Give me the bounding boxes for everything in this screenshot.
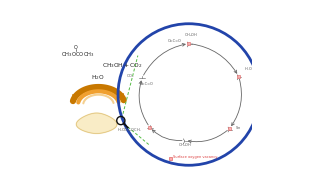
Text: O: O <box>74 45 78 50</box>
Bar <box>237 75 240 78</box>
Text: $\rm H_2O$: $\rm H_2O$ <box>91 73 104 82</box>
Text: $\rm CH_3OCOCH_3$: $\rm CH_3OCOCH_3$ <box>61 50 95 59</box>
Text: $\rm CO_2$: $\rm CO_2$ <box>126 73 135 80</box>
Bar <box>228 127 231 130</box>
Text: $\rm CH_3OH$: $\rm CH_3OH$ <box>178 141 192 149</box>
Text: Surface oxygen vacancy: Surface oxygen vacancy <box>173 155 218 160</box>
Polygon shape <box>76 113 117 133</box>
Text: $\rm H_2O$: $\rm H_2O$ <box>244 66 253 73</box>
Text: $\rm CH_3OH$: $\rm CH_3OH$ <box>184 31 197 39</box>
Text: O=C=O: O=C=O <box>168 39 181 43</box>
Text: $\rm Sn$: $\rm Sn$ <box>235 124 241 131</box>
Text: $\rm H_3CO-OCH_3$: $\rm H_3CO-OCH_3$ <box>117 126 142 134</box>
Text: O=C=O: O=C=O <box>140 82 153 86</box>
Bar <box>169 157 172 160</box>
Bar <box>148 125 151 129</box>
Bar <box>187 42 190 45</box>
Text: $\rm CH_3OH+CO_2$: $\rm CH_3OH+CO_2$ <box>102 61 143 70</box>
